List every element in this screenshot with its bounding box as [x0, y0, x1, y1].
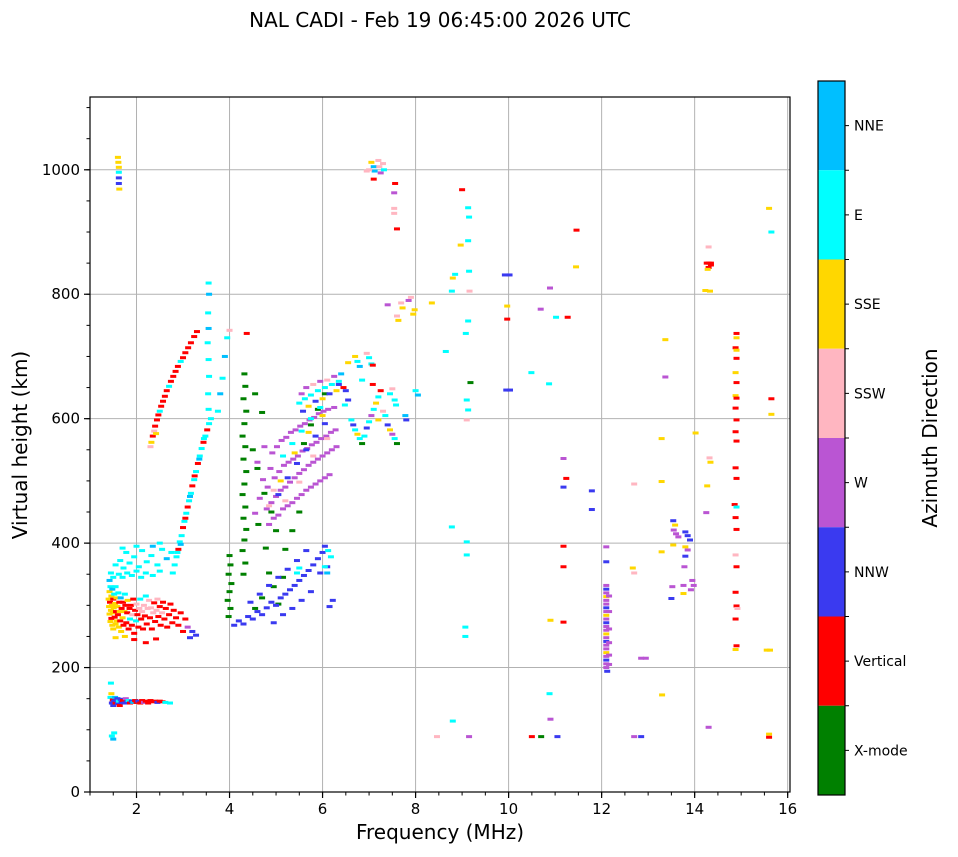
x-tick-label: 16: [778, 800, 797, 818]
axes-ticks: 2 4 6 8 10 12 14 16 0 200 400 600 800 1000: [42, 107, 797, 818]
plot-border: [89, 96, 791, 793]
colorbar-segment: [818, 616, 845, 706]
colorbar-label: X-mode: [854, 743, 908, 759]
colorbar-segment: [818, 259, 845, 349]
colorbar-segment: [818, 438, 845, 528]
colorbar-label: NNW: [854, 565, 889, 581]
echo-points: [105, 155, 775, 741]
colorbar-segment: [818, 81, 845, 171]
x-tick-label: 2: [132, 800, 142, 818]
x-tick-label: 8: [411, 800, 421, 818]
colorbar-border: [817, 80, 846, 796]
y-tick-label: 0: [70, 783, 80, 801]
colorbar-label: NNE: [854, 119, 884, 135]
colorbar-title: Azimuth Direction: [918, 348, 942, 528]
colorbar-segment: [818, 170, 845, 260]
x-axis-label: Frequency (MHz): [355, 820, 525, 844]
x-tick-label: 4: [225, 800, 235, 818]
y-axis-label: Virtual height (km): [8, 350, 32, 540]
colorbar-label: SSW: [854, 386, 886, 402]
chart-title: NAL CADI - Feb 19 06:45:00 2026 UTC: [249, 8, 631, 32]
colorbar-segment: [818, 705, 845, 795]
colorbar-segment: [818, 527, 845, 617]
colorbar: NNE E SSE SSW W NNW Vertical X-mode: [817, 80, 908, 796]
y-tick-label: 800: [51, 285, 80, 303]
colorbar-label: Vertical: [854, 654, 906, 670]
x-tick-label: 12: [592, 800, 611, 818]
y-tick-label: 400: [51, 534, 80, 552]
x-tick-label: 6: [318, 800, 328, 818]
y-tick-label: 200: [51, 659, 80, 677]
x-tick-label: 10: [499, 800, 518, 818]
colorbar-segment: [818, 348, 845, 438]
colorbar-label: W: [854, 476, 868, 492]
colorbar-label: E: [854, 208, 863, 224]
y-tick-label: 1000: [42, 161, 80, 179]
x-tick-label: 14: [685, 800, 704, 818]
y-tick-label: 600: [51, 410, 80, 428]
colorbar-label: SSE: [854, 297, 881, 313]
gridlines: [90, 97, 790, 793]
